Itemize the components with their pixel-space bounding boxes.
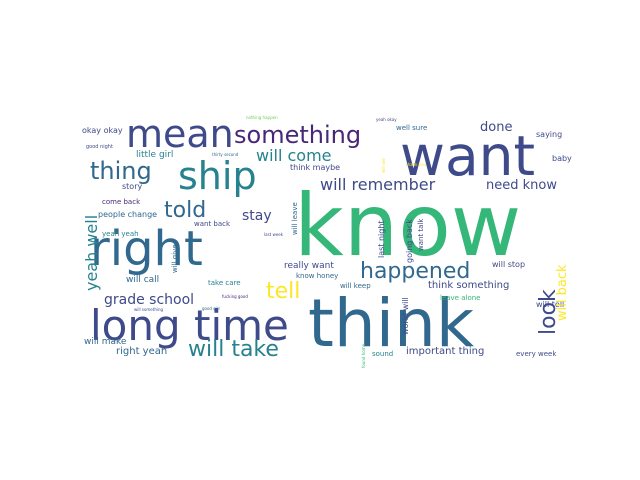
word-done: done: [480, 120, 513, 135]
word-yeah-yeah: yeah yeah: [102, 230, 139, 238]
word-will-see: will see: [381, 158, 386, 173]
word-yeah-well: yeah well: [82, 214, 101, 291]
word-want-back: want back: [194, 220, 231, 228]
word-come-back: come back: [102, 198, 141, 206]
word-told: told: [164, 198, 207, 223]
word-think-something: think something: [428, 280, 510, 291]
word-stay: stay: [242, 208, 272, 224]
word-want: want: [400, 124, 536, 188]
word-well-sure: well sure: [396, 124, 428, 132]
word-will-call: will call: [126, 275, 160, 285]
word-will-give: will give: [171, 244, 179, 273]
word-will-make: will make: [84, 337, 127, 347]
word-will-keep: will keep: [340, 282, 371, 290]
word-know: know: [294, 176, 522, 276]
word-nothing-happen: nothing happen: [246, 115, 278, 120]
word-thing: thing: [90, 157, 152, 185]
word-need-know: need know: [486, 178, 557, 193]
word-will-something: will something: [134, 307, 164, 312]
word-take-care: take care: [208, 279, 241, 287]
word-will-back: will back: [555, 264, 570, 322]
word-will-remember: will remember: [320, 175, 436, 194]
word-will-leave: will leave: [291, 202, 299, 235]
word-sound: sound: [372, 350, 394, 358]
word-thank-you: thank you: [406, 162, 427, 167]
word-ship: ship: [178, 154, 257, 198]
word-grade-school: grade school: [104, 292, 195, 308]
word-little-girl: little girl: [136, 150, 174, 160]
word-cloud: know think want right long time mean shi…: [76, 113, 581, 368]
word-fucking-good: fucking good: [222, 294, 248, 299]
word-people-change: people change: [98, 210, 158, 219]
word-right: right: [90, 221, 203, 277]
word-important-thing: important thing: [406, 346, 485, 357]
word-know-honey: know honey: [296, 272, 339, 280]
word-story: story: [122, 182, 143, 191]
word-right-yeah: right yeah: [116, 346, 168, 357]
word-good-night: good night: [86, 144, 113, 150]
word-will-take: will take: [188, 337, 279, 362]
word-leave-alone: leave alone: [440, 294, 481, 302]
word-saying: saying: [536, 130, 563, 139]
word-will-come: will come: [256, 146, 332, 165]
word-want-talk: want talk: [417, 218, 425, 251]
word-tell: tell: [266, 279, 301, 304]
word-think-maybe: think maybe: [290, 163, 341, 172]
word-okay-okay: okay okay: [82, 126, 123, 135]
word-mean: mean: [126, 112, 234, 156]
word-baby: baby: [552, 154, 572, 163]
word-something: something: [234, 121, 362, 149]
word-really-want: really want: [284, 261, 334, 271]
word-will-tell: will tell: [536, 300, 565, 309]
word-last-night: last night: [377, 220, 386, 258]
word-happened: happened: [360, 259, 471, 284]
word-last-week: last week: [264, 232, 283, 237]
word-found-home: found home: [361, 343, 366, 368]
word-every-week: every week: [516, 350, 557, 358]
word-will-stop: will stop: [492, 260, 526, 269]
word-long-time: long time: [90, 301, 289, 350]
word-good-girl: good girl: [202, 306, 220, 311]
word-thirty-second: thirty second: [212, 152, 239, 157]
word-going-back: going back: [405, 219, 414, 263]
word-think: think: [308, 285, 475, 362]
word-yeah-okay: yeah okay: [376, 117, 397, 122]
word-world-will: world will: [401, 297, 410, 335]
